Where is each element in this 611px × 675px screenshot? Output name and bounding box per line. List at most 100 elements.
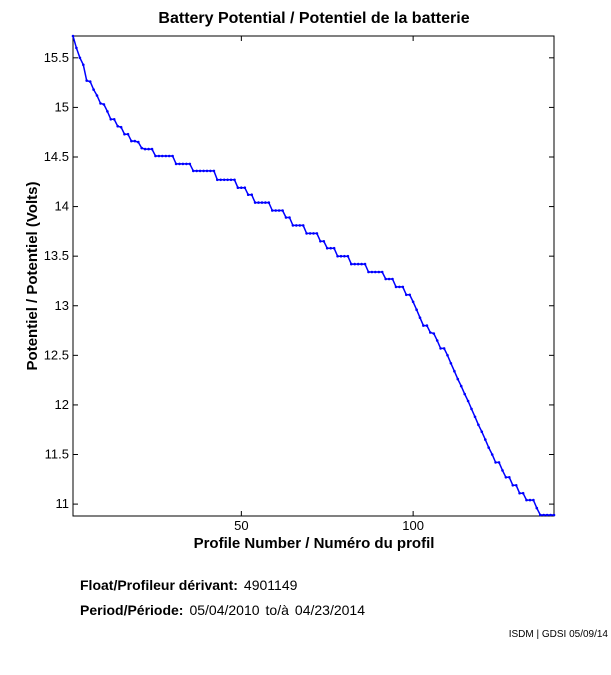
data-point: [185, 162, 188, 166]
data-point: [432, 332, 436, 335]
data-point: [394, 285, 398, 289]
data-point: [126, 132, 130, 136]
data-point: [391, 277, 394, 281]
data-point: [178, 162, 181, 166]
data-point: [174, 162, 178, 166]
data-point: [374, 270, 377, 274]
period-label: Period/Période:: [80, 602, 184, 618]
data-point: [246, 193, 250, 196]
data-point: [82, 63, 85, 67]
y-tick-label: 13.5: [44, 248, 69, 263]
data-point: [367, 270, 370, 274]
y-tick-label: 14.5: [44, 149, 69, 164]
float-info: Float/Profileur dérivant: 4901149: [80, 577, 297, 593]
data-point: [133, 139, 137, 143]
data-point: [140, 146, 143, 150]
period-end: 04/23/2014: [294, 602, 365, 618]
data-point: [332, 246, 336, 250]
y-tick-label: 13: [55, 298, 69, 313]
data-point: [312, 232, 315, 235]
data-point: [75, 46, 78, 50]
data-point: [71, 34, 75, 38]
data-point: [243, 186, 247, 189]
x-tick-label: 50: [234, 518, 248, 533]
data-point: [147, 147, 150, 151]
data-point: [250, 193, 253, 196]
data-point: [449, 362, 453, 365]
data-point: [439, 347, 442, 350]
data-point: [528, 498, 532, 502]
data-point: [463, 392, 467, 396]
data-point: [295, 224, 298, 227]
data-point: [532, 498, 535, 502]
data-point: [408, 293, 412, 297]
y-tick-label: 12.5: [44, 347, 69, 362]
period-to: to/à: [265, 602, 289, 618]
data-point: [401, 285, 405, 289]
data-point: [384, 277, 388, 281]
data-point: [370, 270, 374, 274]
data-point: [291, 224, 295, 227]
data-point: [418, 316, 422, 320]
data-point: [216, 178, 219, 182]
data-point: [274, 209, 278, 212]
y-tick-label: 11.5: [45, 447, 69, 462]
data-point: [236, 186, 240, 189]
data-point: [209, 169, 212, 173]
data-point: [484, 438, 487, 441]
float-id: 4901149: [243, 577, 298, 593]
data-point: [339, 254, 343, 258]
data-point: [305, 232, 308, 235]
data-point: [257, 201, 260, 204]
y-axis-label: Potentiel / Potentiel (Volts): [24, 182, 41, 371]
data-point: [422, 324, 425, 327]
data-point: [150, 147, 154, 151]
y-tick-label: 15.5: [44, 50, 69, 65]
data-point: [535, 506, 539, 510]
data-point: [154, 154, 157, 158]
data-point: [377, 270, 381, 274]
chart-title: Battery Potential / Potentiel de la batt…: [158, 10, 469, 27]
data-point: [95, 94, 99, 97]
data-point: [487, 446, 491, 449]
data-point: [363, 262, 367, 266]
data-point: [181, 162, 185, 166]
y-tick-label: 11: [56, 496, 70, 511]
data-point: [192, 169, 195, 173]
data-point: [508, 476, 511, 479]
data-point: [198, 169, 202, 173]
data-point: [99, 102, 102, 105]
data-point: [360, 262, 363, 266]
data-point: [350, 262, 353, 266]
period-info: Period/Période: 05/04/2010 to/à 04/23/2014: [80, 602, 365, 618]
float-label: Float/Profileur dérivant:: [80, 577, 238, 593]
y-tick-label: 14: [55, 199, 69, 214]
data-point: [525, 498, 528, 502]
data-point: [470, 407, 473, 411]
data-point: [480, 430, 484, 434]
y-tick-label: 15: [55, 99, 69, 114]
data-point: [545, 513, 549, 517]
data-point: [346, 254, 350, 258]
data-point: [380, 270, 384, 274]
data-point: [473, 415, 477, 419]
data-point: [123, 132, 126, 136]
data-point: [130, 139, 133, 143]
data-point: [356, 262, 360, 266]
data-point: [315, 232, 319, 235]
data-point: [277, 209, 281, 212]
data-point: [504, 476, 508, 479]
data-point: [284, 216, 288, 219]
data-point: [260, 201, 264, 204]
data-point: [157, 154, 161, 158]
battery-series-line: [72, 35, 554, 516]
data-point: [137, 140, 140, 144]
data-point: [466, 399, 470, 403]
data-point: [453, 369, 456, 373]
data-point: [161, 154, 164, 158]
data-point: [240, 186, 243, 189]
data-point: [188, 162, 192, 166]
period-start: 05/04/2010: [189, 602, 260, 618]
data-point: [322, 240, 326, 243]
